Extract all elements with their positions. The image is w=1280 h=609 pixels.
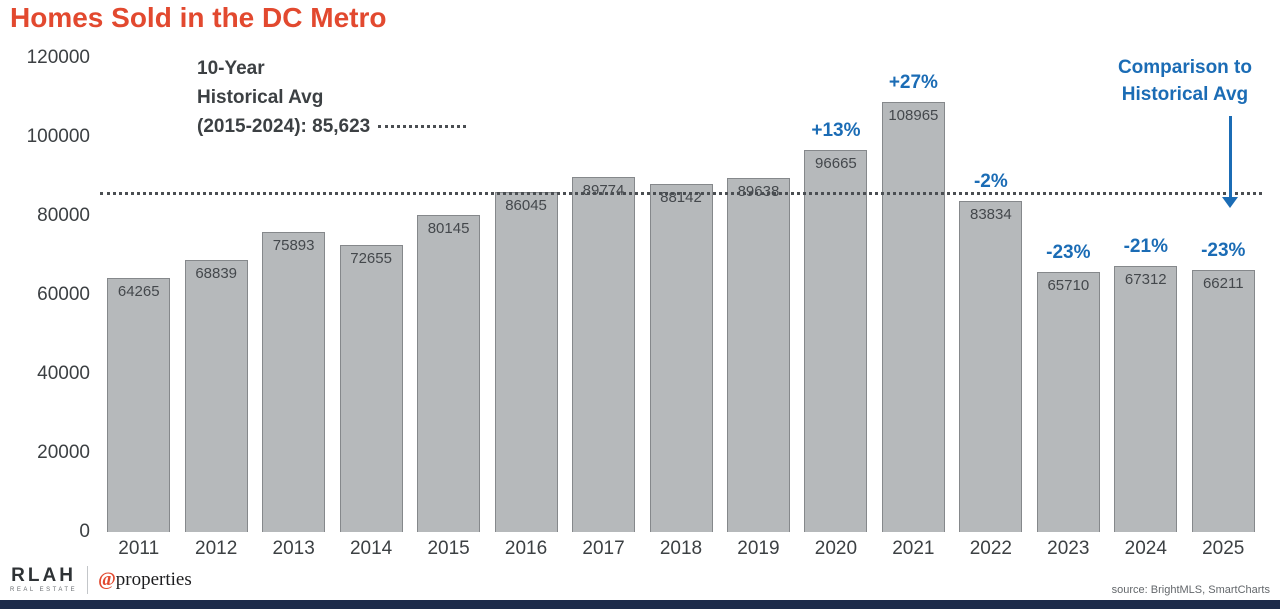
comparison-line1: Comparison to <box>1117 57 1252 78</box>
bar-2014 <box>339 245 403 532</box>
bar-value-2013: 75893 <box>272 237 315 255</box>
historical-avg-line3: (2015-2024): 85,623 <box>197 112 467 141</box>
bar-2020 <box>804 150 868 532</box>
x-axis-label-2025: 2025 <box>1202 538 1245 559</box>
bar-value-2025: 66211 <box>1202 275 1244 293</box>
historical-avg-dotted-line <box>100 191 1262 195</box>
rlah-logo-subtext: REAL ESTATE <box>10 587 78 593</box>
bar-2013 <box>262 232 326 532</box>
x-axis-label-2023: 2023 <box>1047 538 1090 559</box>
x-axis-label-2014: 2014 <box>349 538 393 559</box>
pct-change-2024: -21% <box>1123 236 1168 258</box>
pct-change-2021: +27% <box>888 71 938 93</box>
x-axis-label-2017: 2017 <box>582 538 625 559</box>
pct-change-2025: -23% <box>1201 240 1246 262</box>
y-axis-label-40000: 40000 <box>37 363 90 384</box>
historical-avg-line1: 10-Year <box>197 58 265 79</box>
bar-2016 <box>494 192 558 532</box>
x-axis-label-2011: 2011 <box>118 538 160 559</box>
bar-2022 <box>959 200 1023 532</box>
x-axis-label-2012: 2012 <box>195 538 238 559</box>
bar-2012 <box>184 260 248 532</box>
bar-2025 <box>1191 270 1255 532</box>
atproperties-wordmark: properties <box>115 569 192 590</box>
bar-value-2020: 96665 <box>815 155 857 173</box>
y-axis-label-0: 0 <box>79 521 90 542</box>
bar-value-2023: 65710 <box>1047 277 1090 295</box>
bar-2024 <box>1114 266 1178 532</box>
x-axis-label-2024: 2024 <box>1124 538 1167 559</box>
bar-2011 <box>107 278 171 532</box>
bar-value-2019: 89638 <box>737 182 780 200</box>
y-axis-label-60000: 60000 <box>37 284 90 305</box>
x-axis-label-2022: 2022 <box>969 538 1012 559</box>
bar-value-2011: 64265 <box>117 283 160 301</box>
bar-2015 <box>417 215 481 532</box>
bar-value-2016: 86045 <box>505 197 547 215</box>
x-axis-label-2021: 2021 <box>892 538 935 559</box>
brand-logos: RLAH REAL ESTATE @properties <box>10 566 192 594</box>
x-axis-label-2013: 2013 <box>272 538 315 559</box>
footer-navy-bar <box>0 600 1280 609</box>
y-axis-label-80000: 80000 <box>37 205 90 226</box>
y-axis-label-20000: 20000 <box>37 442 90 463</box>
historical-avg-annotation: 10-Year Historical Avg (2015-2024): 85,6… <box>197 54 467 141</box>
logo-divider <box>87 566 89 594</box>
rlah-logo: RLAH REAL ESTATE <box>10 566 77 594</box>
dotted-line-sample <box>378 125 467 129</box>
y-axis-label-100000: 100000 <box>26 126 90 147</box>
bar-2019 <box>726 177 790 532</box>
x-axis-label-2015: 2015 <box>427 538 470 559</box>
comparison-annotation: Comparison to Historical Avg <box>1118 54 1252 108</box>
x-axis-label-2018: 2018 <box>659 538 703 559</box>
bar-2018 <box>649 183 713 532</box>
y-axis-label-120000: 120000 <box>26 47 90 68</box>
pct-change-2022: -2% <box>973 170 1008 192</box>
bar-value-2021: 108965 <box>888 106 939 124</box>
bar-value-2012: 68839 <box>195 265 238 283</box>
bar-value-2014: 72655 <box>350 250 392 267</box>
down-arrow-icon <box>1222 116 1238 208</box>
rlah-logo-text: RLAH <box>11 565 76 586</box>
source-attribution: source: BrightMLS, SmartCharts <box>1111 584 1270 596</box>
bar-value-2024: 67312 <box>1124 271 1167 289</box>
historical-avg-line2: Historical Avg <box>197 87 324 108</box>
x-axis-label-2020: 2020 <box>814 538 858 559</box>
bar-value-2022: 83834 <box>969 205 1012 223</box>
bar-2023 <box>1036 272 1100 532</box>
x-axis-label-2019: 2019 <box>737 538 780 559</box>
comparison-line2: Historical Avg <box>1121 84 1249 105</box>
bar-2017 <box>572 177 636 532</box>
bar-value-2015: 80145 <box>427 220 470 238</box>
atproperties-at-symbol: @ <box>98 569 116 590</box>
pct-change-2023: -23% <box>1046 242 1091 264</box>
bar-2021 <box>881 101 945 532</box>
chart-title: Homes Sold in the DC Metro <box>10 2 387 33</box>
atproperties-logo: @properties <box>98 569 192 591</box>
x-axis-label-2016: 2016 <box>504 538 548 559</box>
bar-value-2017: 89774 <box>582 182 625 200</box>
pct-change-2020: +13% <box>811 120 861 142</box>
